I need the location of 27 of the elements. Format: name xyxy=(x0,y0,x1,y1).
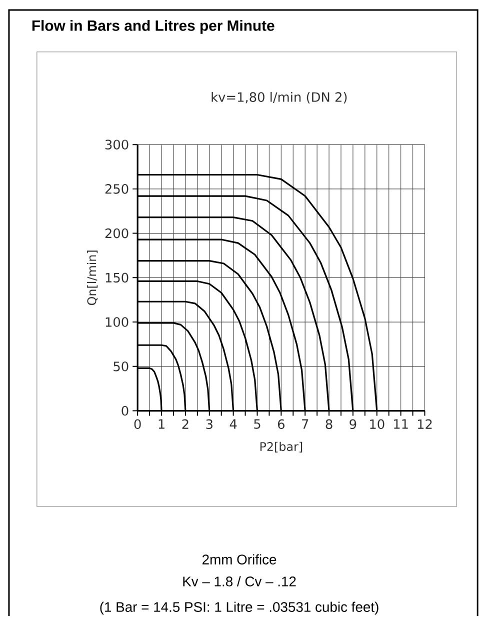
chart-title: Flow in Bars and Litres per Minute xyxy=(32,20,275,34)
x-tick-label: 6 xyxy=(278,419,285,430)
y-tick-label: 200 xyxy=(106,228,128,238)
y-tick-label: 100 xyxy=(106,317,128,327)
y-tick-label: 300 xyxy=(106,140,128,150)
x-tick-label: 2 xyxy=(182,419,188,429)
x-tick-label: 12 xyxy=(418,419,432,429)
y-tick-label: 50 xyxy=(114,362,128,372)
x-axis-title: P2[bar] xyxy=(260,442,302,452)
y-tick-label: 250 xyxy=(106,184,128,194)
text: (1 Bar = 14.5 PSI: 1 Litre = .03531 cubic feet) xyxy=(100,602,379,615)
x-tick-label: 8 xyxy=(326,419,332,430)
x-tick-label: 9 xyxy=(350,419,356,430)
x-tick-label: 3 xyxy=(206,419,213,430)
x-tick-label: 0 xyxy=(134,419,142,430)
y-tick-label: 0 xyxy=(122,406,128,416)
x-tick-label: 11 xyxy=(394,419,408,429)
text: Kv – 1.8 / Cv – .12 xyxy=(183,576,296,586)
x-tick-label: 4 xyxy=(230,419,237,429)
y-tick-label: 150 xyxy=(106,272,128,283)
x-tick-label: 1 xyxy=(159,419,165,429)
chart-subtitle: kv=1,80 l/min (DN 2) xyxy=(212,92,347,104)
x-tick-label: 10 xyxy=(370,419,384,430)
x-tick-label: 7 xyxy=(302,419,308,429)
y-axis-title: Qn[l/min] xyxy=(87,250,98,306)
text: 2mm Orifice xyxy=(202,554,276,564)
x-tick-label: 5 xyxy=(254,419,260,429)
